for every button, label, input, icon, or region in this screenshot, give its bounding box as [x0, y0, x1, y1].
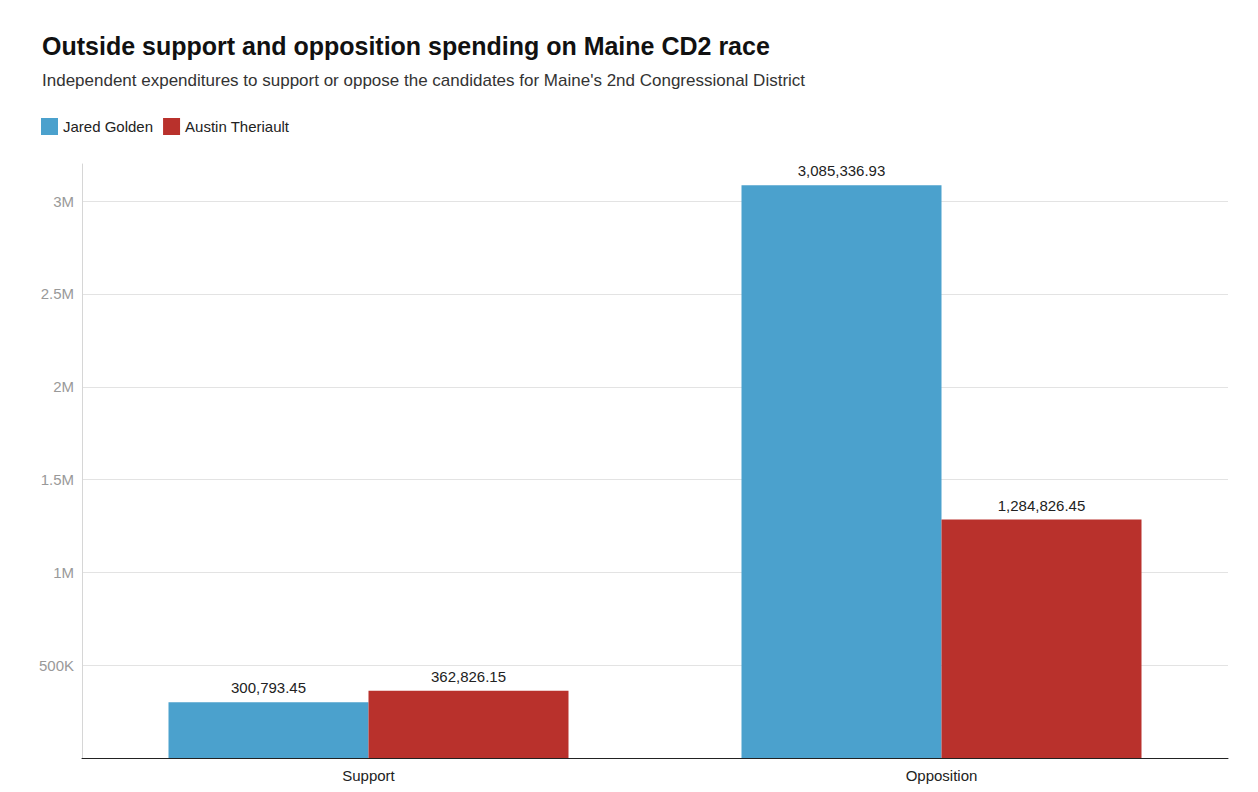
svg-text:3,085,336.93: 3,085,336.93 [798, 162, 886, 179]
svg-text:1.5M: 1.5M [41, 471, 74, 488]
svg-text:Austin Theriault: Austin Theriault [185, 118, 290, 135]
svg-text:362,826.15: 362,826.15 [431, 668, 506, 685]
svg-text:1M: 1M [53, 564, 74, 581]
svg-text:3M: 3M [53, 193, 74, 210]
svg-text:2M: 2M [53, 378, 74, 395]
svg-text:500K: 500K [39, 657, 74, 674]
svg-text:Opposition: Opposition [906, 767, 978, 784]
svg-text:Outside support and opposition: Outside support and opposition spending … [42, 32, 770, 60]
svg-text:Support: Support [342, 767, 395, 784]
svg-text:1,284,826.45: 1,284,826.45 [998, 497, 1086, 514]
svg-text:Jared Golden: Jared Golden [63, 118, 153, 135]
svg-text:2.5M: 2.5M [41, 285, 74, 302]
svg-text:300,793.45: 300,793.45 [231, 679, 306, 696]
svg-text:Independent expenditures to su: Independent expenditures to support or o… [42, 71, 805, 90]
